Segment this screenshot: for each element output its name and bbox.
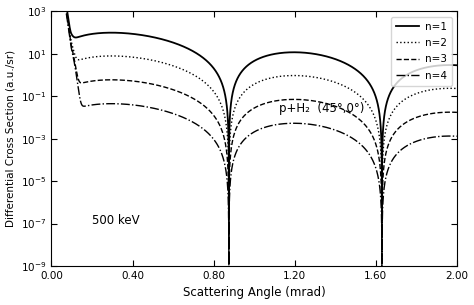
n=3: [154, 83, 159, 87]
n=2: [256, 80, 262, 84]
n=4: [70, 54, 76, 57]
Legend: n=1, n=2, n=3, n=4: n=1, n=2, n=3, n=4: [391, 17, 452, 86]
n=4: [295, 121, 301, 125]
n=4: [154, 107, 159, 111]
n=1: [70, 34, 76, 38]
n=1: [295, 51, 301, 54]
n=4: [262, 125, 268, 129]
Line: n=1: n=1: [52, 0, 457, 218]
n=1: [262, 55, 268, 58]
n=2: [70, 46, 76, 50]
n=2: [154, 59, 159, 63]
Line: n=2: n=2: [52, 0, 457, 241]
n=1: [256, 57, 262, 60]
Text: p+H₂  (45°,0°): p+H₂ (45°,0°): [279, 102, 364, 115]
n=4: [454, 135, 460, 138]
n=4: [226, 285, 232, 289]
n=3: [109, 78, 115, 82]
n=3: [70, 51, 76, 55]
n=3: [256, 104, 262, 107]
n=1: [226, 216, 232, 220]
n=3: [226, 263, 232, 267]
n=1: [454, 63, 460, 67]
n=4: [109, 102, 115, 106]
n=2: [109, 54, 115, 58]
X-axis label: Scattering Angle (mrad): Scattering Angle (mrad): [183, 286, 326, 300]
n=1: [154, 36, 159, 40]
n=3: [454, 110, 460, 114]
n=4: [256, 127, 262, 131]
Line: n=3: n=3: [52, 0, 457, 265]
Line: n=4: n=4: [52, 0, 457, 287]
n=2: [262, 78, 268, 81]
n=2: [295, 74, 301, 77]
Text: 500 keV: 500 keV: [92, 214, 140, 227]
n=1: [109, 31, 115, 34]
n=3: [295, 98, 301, 101]
Y-axis label: Differential Cross Section (a.u./sr): Differential Cross Section (a.u./sr): [6, 50, 16, 227]
n=2: [226, 239, 232, 243]
n=2: [454, 87, 460, 90]
n=3: [262, 102, 268, 105]
